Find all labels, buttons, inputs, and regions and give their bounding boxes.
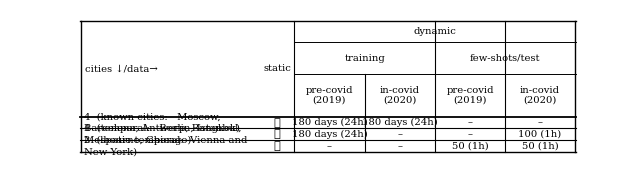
Text: 4  (known cities:   Moscow,
Barcelona, Antwerp, Bangkok): 4 (known cities: Moscow, Barcelona, Antw… [84,113,240,133]
Text: dynamic: dynamic [413,27,456,36]
Text: –: – [397,130,403,139]
Text: ✓: ✓ [274,129,280,139]
Text: in-covid
(2020): in-covid (2020) [380,86,420,105]
Text: 180 days (24h): 180 days (24h) [362,118,438,127]
Text: –: – [538,118,543,127]
Text: –: – [468,130,472,139]
Text: 4  (temporal:   Berlin, Istanbul,
Melbourne, Chicago): 4 (temporal: Berlin, Istanbul, Melbourne… [84,124,241,145]
Text: few-shots/test: few-shots/test [470,54,540,63]
Text: ✓: ✓ [274,141,280,151]
Text: 100 (1h): 100 (1h) [518,130,562,139]
Text: –: – [327,142,332,151]
Text: in-covid
(2020): in-covid (2020) [520,86,560,105]
Text: training: training [344,54,385,63]
Text: 2  (spatio-temporal:  Vienna and
New York): 2 (spatio-temporal: Vienna and New York) [84,136,247,156]
Text: –: – [397,142,403,151]
Text: cities ↓/data→: cities ↓/data→ [85,64,157,73]
Text: –: – [468,118,472,127]
Text: 50 (1h): 50 (1h) [452,142,488,151]
Text: 180 days (24h): 180 days (24h) [292,130,367,139]
Text: static: static [263,64,291,73]
Text: 50 (1h): 50 (1h) [522,142,559,151]
Text: pre-covid
(2019): pre-covid (2019) [446,86,494,105]
Text: ✓: ✓ [274,118,280,128]
Text: pre-covid
(2019): pre-covid (2019) [306,86,353,105]
Text: 180 days (24h): 180 days (24h) [292,118,367,127]
